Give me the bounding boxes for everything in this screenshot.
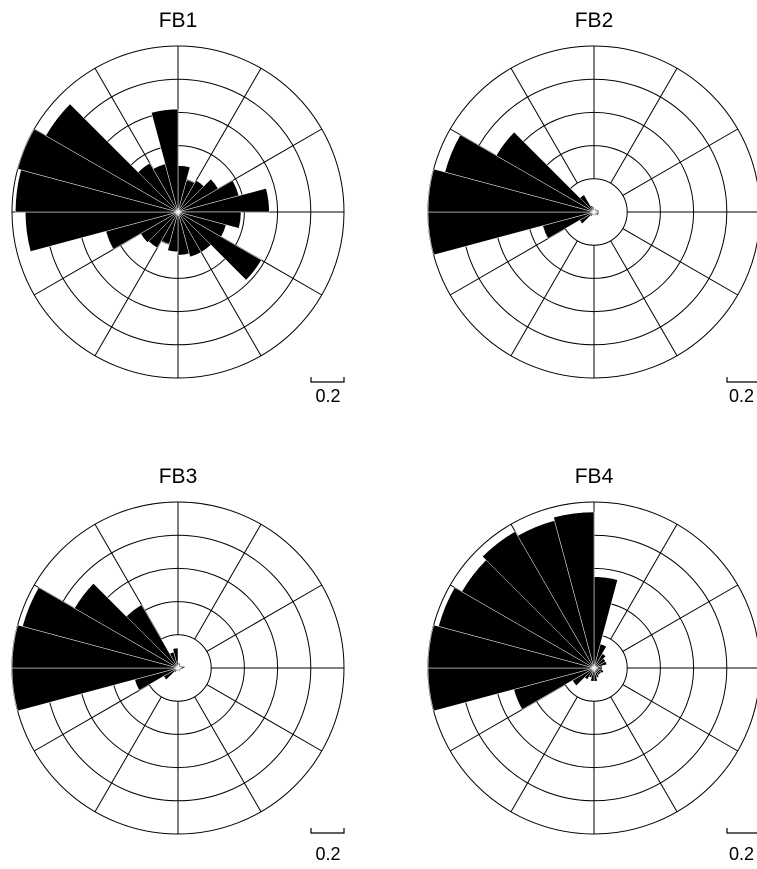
rose-sector-22 [590,205,595,213]
rose-sectors [11,583,185,712]
rose-sector-23 [151,108,179,213]
grid-spoke-240 [449,228,566,296]
grid-spoke-210 [510,696,578,813]
scale-bar-label: 0.2 [729,386,754,406]
grid-spoke-240 [33,684,150,752]
rose-sector-21 [579,194,595,213]
grid-spoke-330 [510,67,578,184]
rose-sector-20 [495,131,595,213]
rose-sector-20 [74,583,179,669]
grid-spoke-60 [206,584,323,652]
scale-bar-label: 0.2 [315,844,340,864]
scale-bar-label: 0.2 [729,844,754,864]
rose-sector-19 [444,134,595,213]
rose-sector-11 [177,211,190,256]
grid-spoke-30 [610,67,678,184]
grid-spoke-30 [610,523,678,640]
grid-spoke-210 [510,240,578,357]
scale-bar: 0.2 [726,828,757,864]
rose-sector-21 [137,162,179,213]
rose-sectors [15,103,270,281]
scale-bar-line [726,377,757,383]
rose-sector-21 [125,604,179,669]
rose-sector-10 [177,211,202,258]
scale-bar-line [726,828,757,834]
grid-spoke-60 [622,128,739,196]
rose-sector-23 [553,511,595,669]
scale-bar: 0.2 [310,828,345,864]
rose-sector-23 [592,206,595,213]
rose-sector-18 [427,624,595,669]
grid-spoke-120 [622,228,739,296]
rose-panel-fb1: FB1 0.2 [11,9,345,406]
rose-sector-1 [593,643,607,669]
scale-bar-label: 0.2 [315,386,340,406]
rose-sector-5 [177,665,185,669]
panel-title: FB2 [575,9,614,32]
scale-bar-line [310,828,345,834]
panel-title: FB3 [159,465,198,488]
grid-spoke-30 [194,67,262,184]
scale-bar: 0.2 [726,377,757,406]
grid-spoke-150 [194,240,262,357]
rose-panel-fb2: FB2 0.2 [427,9,757,406]
rose-panel-fb3: FB3 0.2 [11,465,345,864]
rose-sectors [427,511,618,712]
rose-sector-19 [17,128,179,213]
panel-title: FB1 [159,9,198,32]
rose-sector-4 [593,661,608,669]
grid-spoke-120 [206,684,323,752]
rose-sector-21 [482,531,595,669]
grid-spoke-210 [94,696,162,813]
rose-sector-20 [45,103,179,213]
rose-panel-fb4: FB4 0.2 [427,465,757,864]
grid-spoke-150 [194,696,262,813]
rose-sector-2 [593,653,607,669]
scale-bar-line [310,377,345,383]
grid-spoke-150 [610,240,678,357]
scale-bar: 0.2 [310,377,345,406]
grid-spoke-60 [622,584,739,652]
grid-spoke-150 [610,696,678,813]
rose-sectors [427,131,600,256]
rose-sector-19 [438,587,595,669]
rose-sector-18 [427,168,595,213]
rose-sector-19 [22,587,179,669]
grid-spoke-120 [622,684,739,752]
panel-title: FB4 [575,465,614,488]
rose-sector-8 [177,211,262,281]
grid-spoke-30 [194,523,262,640]
grid-spoke-210 [94,240,162,357]
rose-sector-23 [172,647,179,669]
rose-sector-5 [177,188,270,213]
rose-sector-18 [11,624,179,669]
